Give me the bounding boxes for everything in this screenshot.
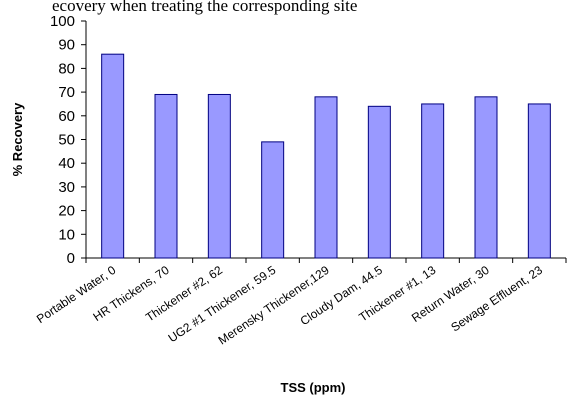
category-labels: Portable Water, 0HR Thickens, 70Thickene…	[34, 263, 545, 348]
bar	[101, 53, 125, 259]
y-tick-label: 10	[58, 226, 75, 243]
y-axis: 0 10 20 30 40 50 60 70 80 90 100	[50, 13, 87, 267]
y-tick-label: 0	[67, 250, 75, 267]
y-tick-label: 40	[58, 155, 75, 172]
bar	[154, 93, 178, 259]
y-tick-label: 100	[50, 13, 75, 30]
y-tick-label: 70	[58, 84, 75, 101]
x-axis-title: TSS (ppm)	[281, 380, 346, 395]
bar	[207, 93, 231, 259]
bar	[527, 103, 551, 259]
bar	[474, 96, 498, 259]
y-axis-title: % Recovery	[10, 102, 25, 176]
y-tick-label: 90	[58, 37, 75, 54]
bars	[101, 53, 551, 259]
y-tick-label: 60	[58, 108, 75, 125]
y-tick-label: 50	[58, 132, 75, 149]
bar	[261, 141, 285, 259]
y-tick-label: 20	[58, 203, 75, 220]
bar	[421, 103, 445, 259]
x-axis	[85, 257, 567, 263]
y-tick-label: 30	[58, 179, 75, 196]
bar	[367, 105, 391, 259]
y-tick-label: 80	[58, 60, 75, 77]
chart-caption: ecovery when treating the corresponding …	[52, 0, 358, 15]
bar	[314, 96, 338, 259]
x-category-label: Sewage Effluent, 23	[448, 263, 545, 335]
